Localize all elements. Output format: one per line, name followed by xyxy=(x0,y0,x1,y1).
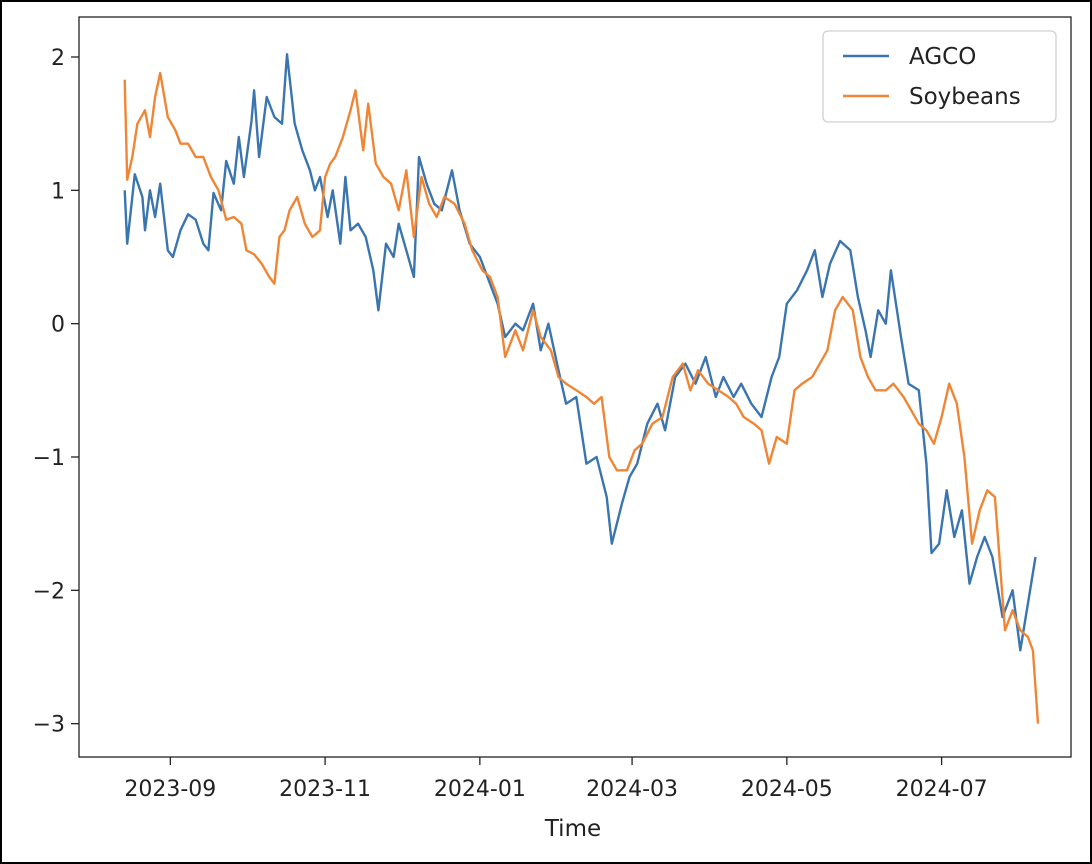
legend-label-soybeans: Soybeans xyxy=(909,84,1021,110)
x-tick-label: 2024-05 xyxy=(741,777,833,802)
y-tick-label: 1 xyxy=(51,179,65,204)
y-tick-label: −3 xyxy=(33,713,65,738)
x-tick-label: 2023-11 xyxy=(279,777,371,802)
x-axis-title: Time xyxy=(544,816,601,842)
legend-label-agco: AGCO xyxy=(909,44,976,70)
y-tick-label: 2 xyxy=(51,46,65,71)
y-tick-label: 0 xyxy=(51,313,65,338)
y-tick-label: −2 xyxy=(33,579,65,604)
series-line-soybeans xyxy=(123,71,1040,724)
legend: AGCO Soybeans xyxy=(822,30,1057,123)
x-tick-label: 2024-03 xyxy=(586,777,678,802)
plot-frame xyxy=(78,16,1072,758)
y-axis-ticks: 2 1 0 −1 −2 −3 xyxy=(33,46,79,738)
x-tick-label: 2024-07 xyxy=(896,777,988,802)
x-axis-ticks: 2023-09 2023-11 2024-01 2024-03 2024-05 2024-… xyxy=(124,757,988,802)
legend-box xyxy=(822,30,1057,123)
x-tick-label: 2024-01 xyxy=(434,777,526,802)
x-tick-label: 2023-09 xyxy=(124,777,216,802)
y-tick-label: −1 xyxy=(33,446,65,471)
series-line-agco xyxy=(123,53,1037,652)
